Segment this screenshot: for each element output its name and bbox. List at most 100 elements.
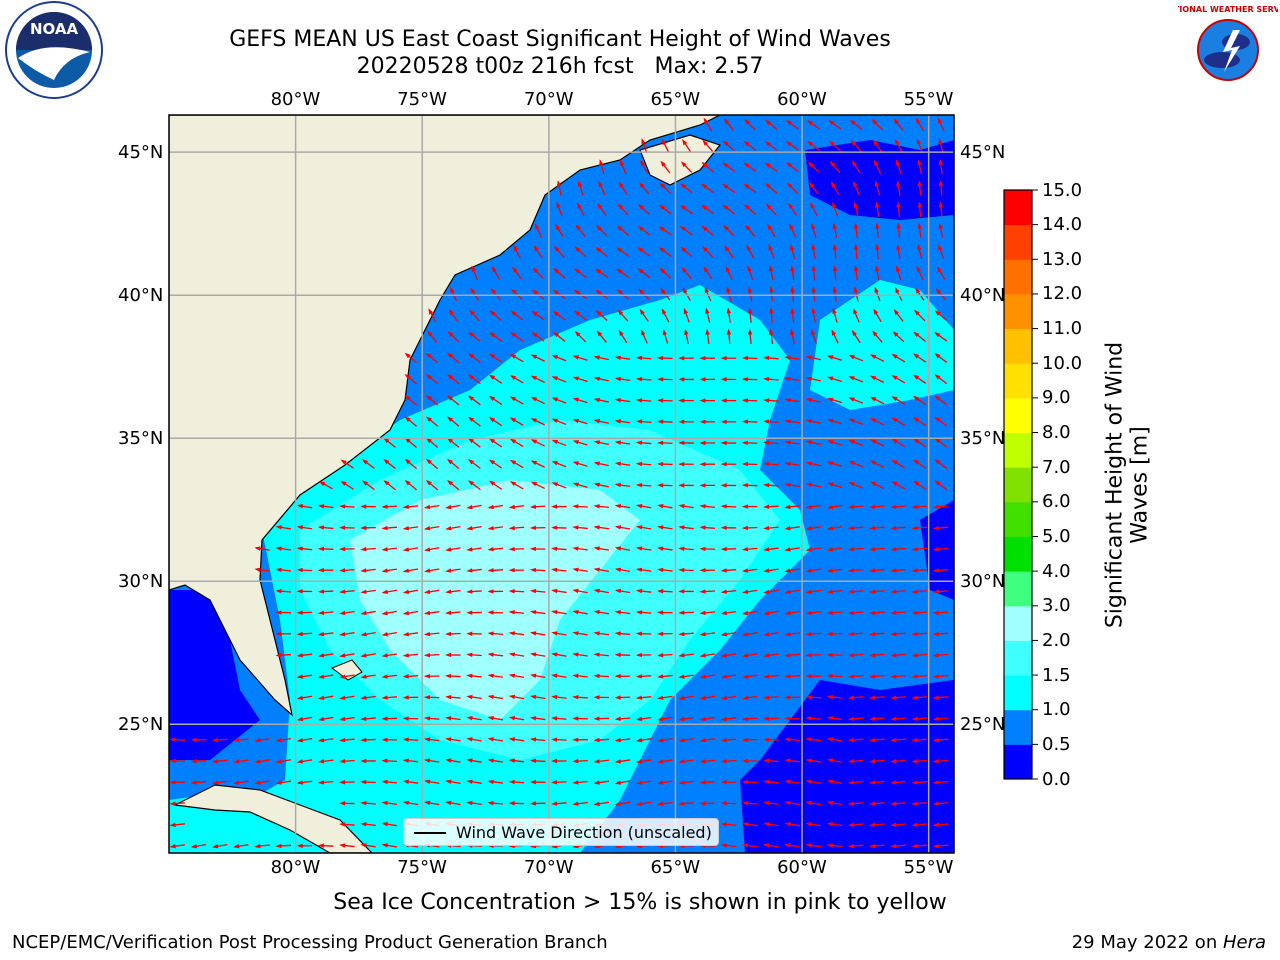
wave-arrow [699, 568, 716, 573]
wave-arrow [934, 310, 947, 321]
colorbar-label: Significant Height of Wind Waves [m] [1102, 341, 1153, 629]
wave-arrow [658, 226, 672, 236]
wave-arrow [911, 674, 928, 679]
wave-arrow [551, 588, 567, 594]
wave-arrow [488, 417, 503, 427]
wave-arrow [826, 568, 843, 573]
wave-arrow [339, 737, 355, 743]
wave-arrow [508, 652, 525, 657]
wave-arrow [678, 440, 694, 446]
wave-arrow [768, 265, 774, 281]
wave-arrow [826, 737, 843, 742]
wave-arrow [805, 376, 821, 382]
wave-arrow [614, 716, 631, 722]
wave-arrow [593, 695, 610, 700]
wave-arrow [832, 264, 838, 281]
wave-arrow [423, 504, 440, 510]
wave-arrow [701, 225, 714, 236]
wave-arrow [553, 245, 565, 258]
wave-arrow [872, 139, 883, 153]
wave-arrow [790, 264, 795, 281]
wave-arrow [402, 610, 419, 616]
wave-arrow [894, 138, 903, 153]
wave-arrow [869, 354, 885, 362]
wave-arrow [513, 244, 521, 259]
wave-arrow [785, 119, 799, 130]
wave-arrow [296, 737, 313, 743]
wave-arrow [254, 780, 270, 785]
wave-arrow [763, 547, 779, 552]
colorbar-segment [1004, 397, 1032, 434]
wave-arrow [402, 716, 419, 721]
wave-arrow [829, 160, 841, 174]
wave-arrow [826, 610, 843, 615]
wave-arrow [233, 759, 249, 764]
wave-arrow [678, 759, 694, 764]
wave-arrow [741, 695, 758, 700]
wave-arrow [764, 162, 778, 173]
wave-arrow [678, 525, 694, 530]
wave-arrow [551, 673, 567, 678]
wave-arrow [934, 416, 948, 427]
wave-arrow [593, 801, 610, 806]
wave-arrow [720, 801, 737, 806]
colorbar-segment [1004, 709, 1032, 745]
wave-arrow [657, 546, 673, 551]
wave-arrow [911, 801, 928, 806]
wave-arrow [720, 461, 737, 467]
wave-arrow [599, 159, 605, 175]
wave-arrow [741, 525, 758, 531]
wave-arrow [699, 525, 716, 530]
wave-arrow [212, 843, 228, 849]
wave-arrow [890, 589, 906, 594]
wave-arrow [637, 225, 651, 236]
wave-arrow [916, 138, 924, 153]
wave-arrow [318, 674, 334, 679]
wave-arrow [678, 780, 694, 785]
wave-arrow [805, 525, 822, 531]
wave-arrow [466, 631, 482, 636]
wave-arrow [617, 203, 629, 216]
wave-arrow [932, 737, 949, 743]
wave-arrow [487, 652, 504, 657]
wave-arrow [595, 225, 608, 237]
wave-arrow [895, 159, 902, 175]
wave-arrow [425, 373, 439, 385]
wave-arrow [551, 418, 567, 425]
wave-arrow [636, 759, 652, 764]
wave-arrow [296, 631, 313, 637]
wave-arrow [741, 716, 758, 722]
wave-arrow [869, 460, 885, 468]
wave-arrow [683, 307, 690, 323]
wave-arrow [763, 737, 779, 742]
wave-arrow [657, 610, 673, 615]
wave-arrow [635, 674, 652, 679]
calm-zone-gulf [169, 590, 260, 760]
wave-arrow [875, 222, 880, 239]
wave-arrow [763, 568, 779, 573]
wave-arrow [614, 780, 631, 785]
wave-arrow [896, 222, 901, 239]
lat-lon-grid [169, 115, 954, 853]
wave-arrow [932, 759, 949, 764]
wave-arrow [890, 780, 906, 785]
wave-arrow [805, 589, 822, 594]
map-frame [168, 114, 955, 854]
wave-arrow [747, 307, 753, 323]
lat-tick-left: 40°N [118, 284, 164, 306]
wave-arrow [869, 695, 885, 700]
wave-arrow [641, 138, 648, 154]
wave-arrow [360, 653, 376, 658]
wave-arrow [445, 737, 461, 742]
wave-arrow [317, 525, 334, 530]
wave-arrow [529, 779, 546, 785]
wave-arrow [512, 266, 522, 280]
wave-arrow [874, 180, 881, 196]
wave-arrow [912, 395, 927, 406]
wave-arrow [254, 843, 270, 849]
wave-arrow [635, 419, 652, 424]
wave-arrow [211, 759, 228, 764]
wave-arrow [699, 610, 716, 616]
wave-arrow [805, 355, 821, 361]
colorbar-tick-label: 3.0 [1042, 595, 1071, 617]
